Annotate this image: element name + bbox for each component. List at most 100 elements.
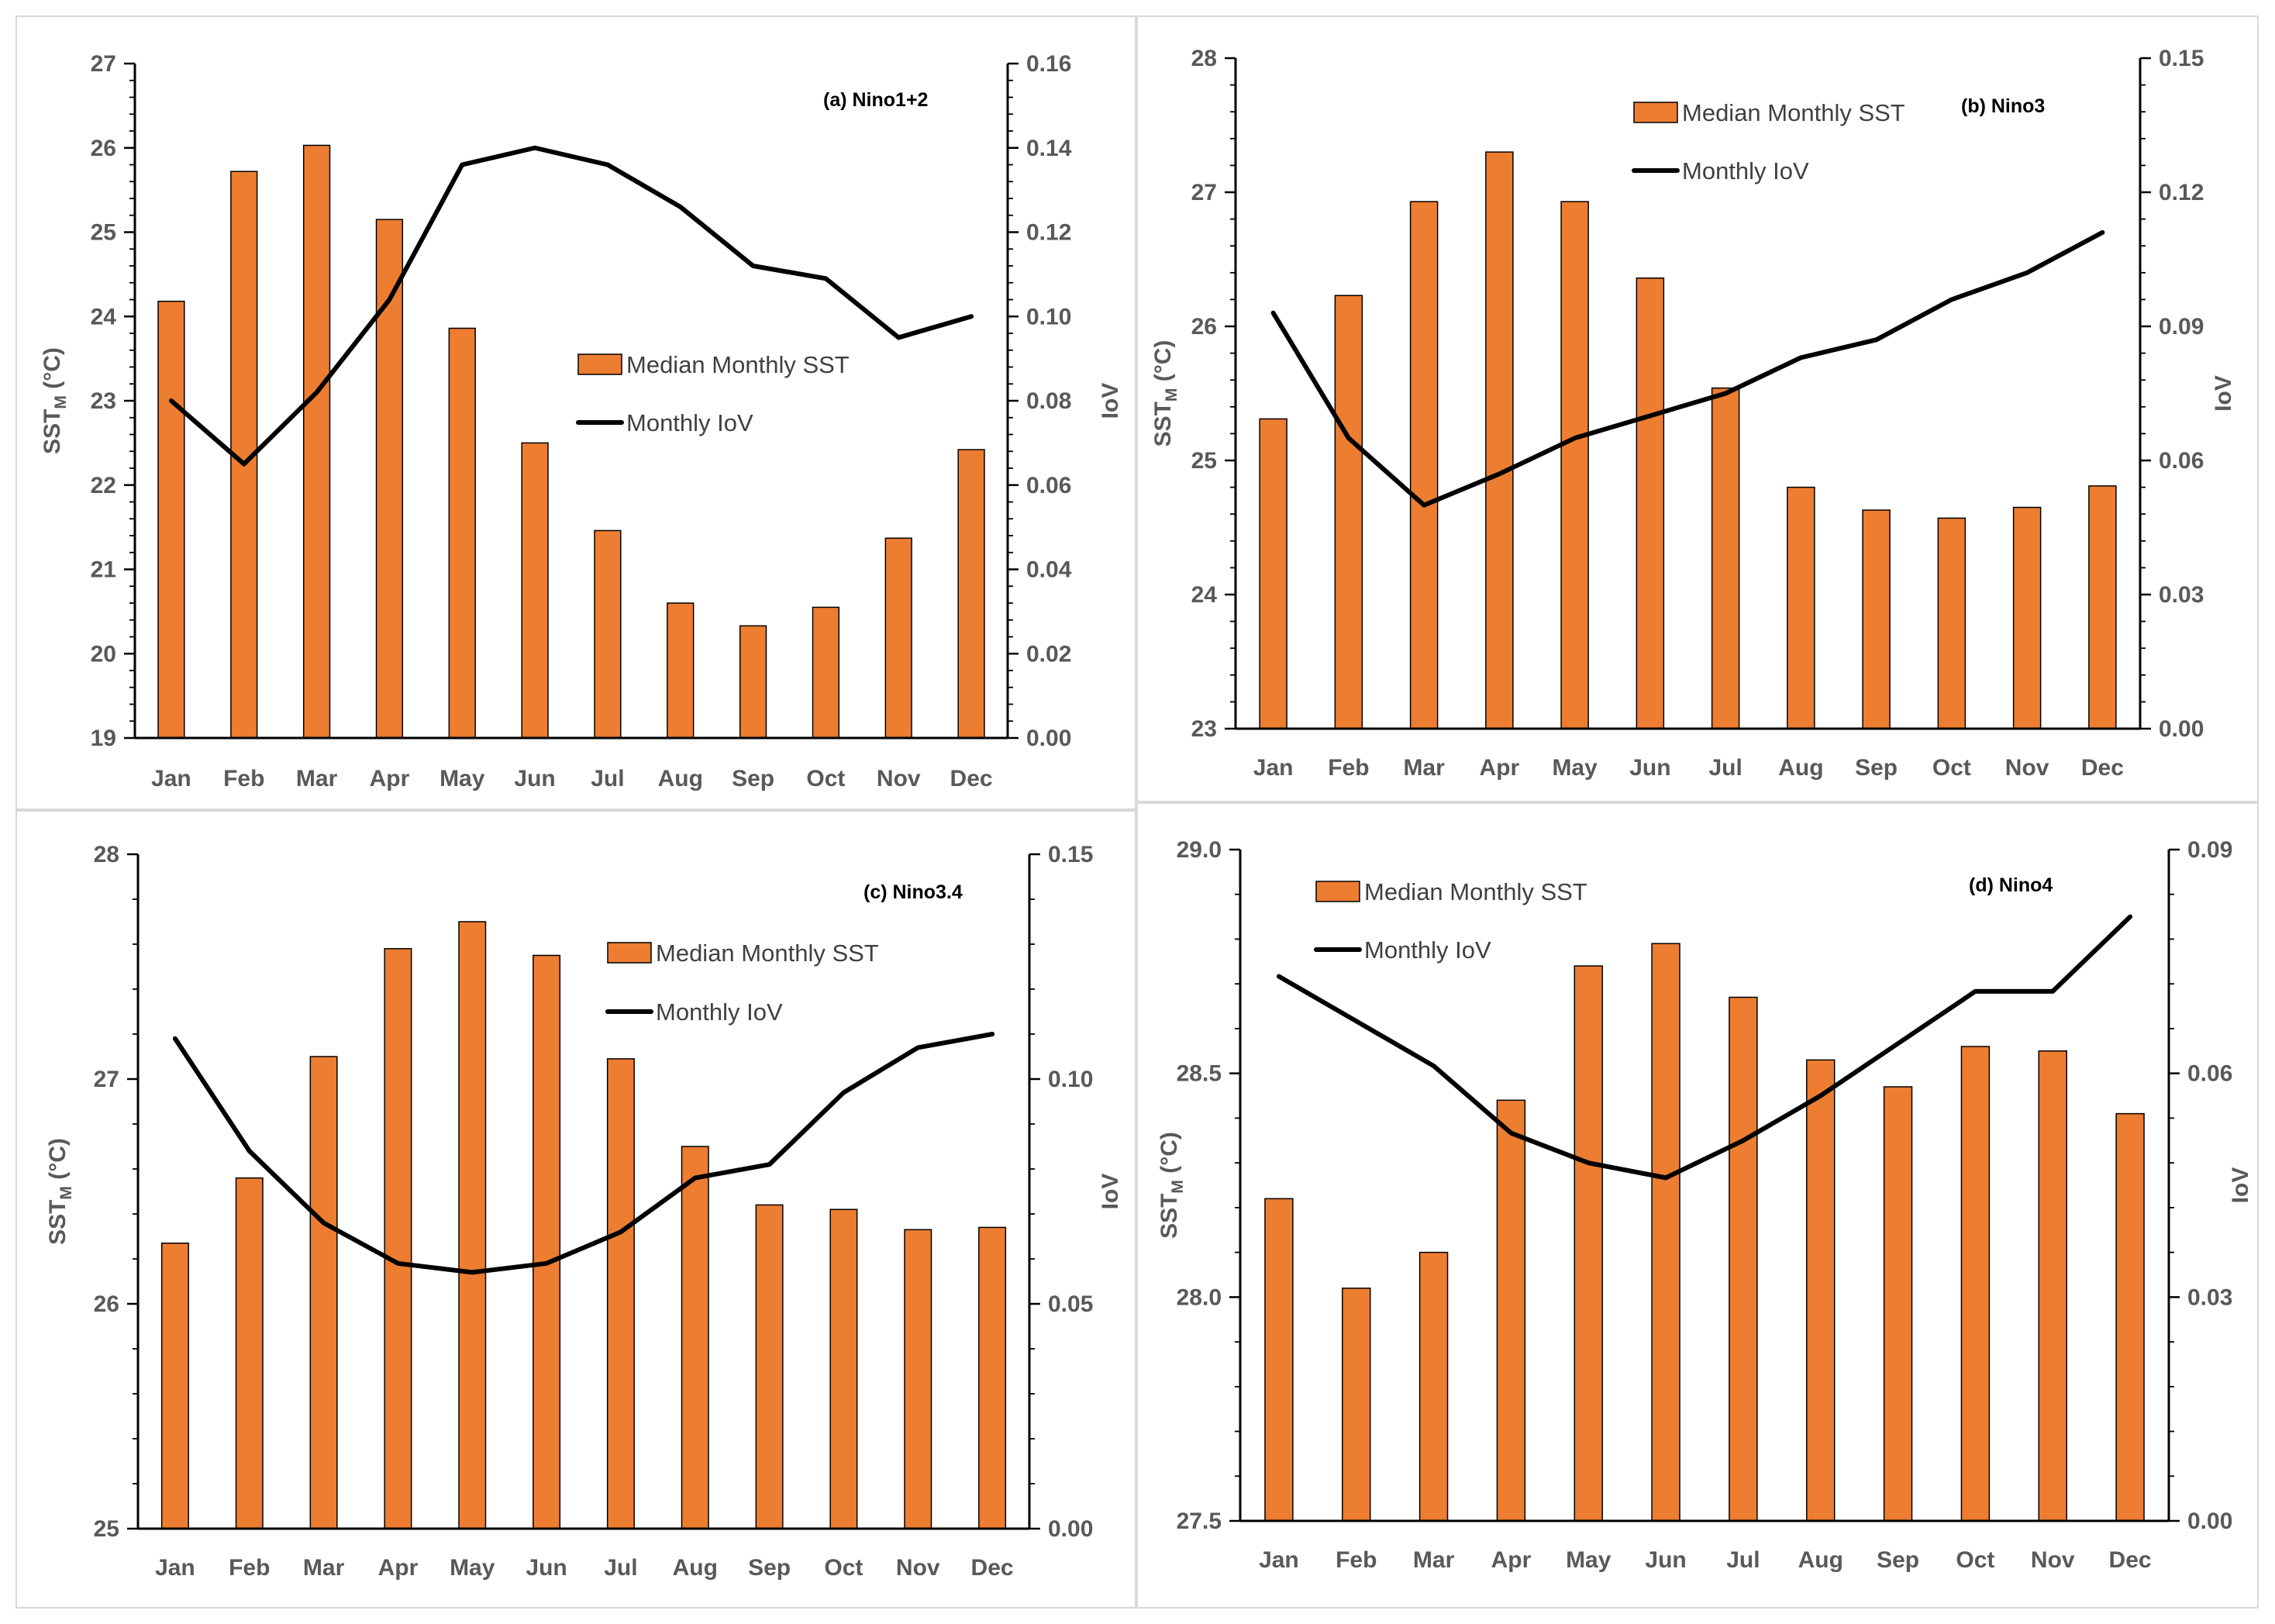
- y2-axis-title: IoV: [1098, 383, 1123, 419]
- x-tick-label: Nov: [896, 1555, 940, 1581]
- iov-points: [174, 1033, 993, 1273]
- bar: [667, 602, 695, 739]
- x-tick-label: Oct: [824, 1555, 863, 1581]
- x-tick-label: Dec: [2109, 1547, 2152, 1573]
- iov-line: [1270, 229, 2105, 508]
- x-tick-label: Feb: [223, 766, 264, 791]
- bar-series: [160, 921, 1007, 1529]
- x-tick-label: Feb: [1328, 755, 1369, 781]
- legend-bar-swatch: [1633, 102, 1678, 123]
- y-tick-label: 23: [91, 388, 116, 414]
- y2-tick-label: 0.12: [2159, 180, 2204, 205]
- iov-line: [172, 1032, 995, 1275]
- x-tick-label: Nov: [2031, 1547, 2075, 1573]
- legend-bar-label: Median Monthly SST: [626, 351, 850, 378]
- y-tick-label: 26: [94, 1291, 119, 1317]
- y-axis-title-unit: (°C): [1156, 1132, 1182, 1180]
- x-tick-label: Nov: [2005, 755, 2049, 781]
- y2-tick-label: 0.02: [1026, 641, 1071, 667]
- iov-line: [1276, 914, 2133, 1181]
- y-axis-title-sub: M: [1169, 1180, 1187, 1194]
- y-tick-label: 24: [1191, 582, 1218, 608]
- y2-tick-label: 0.00: [1048, 1516, 1093, 1542]
- y-tick-label: 23: [1191, 716, 1217, 742]
- y-tick-label: 28: [1191, 46, 1217, 71]
- y2-tick-label: 0.00: [2187, 1508, 2232, 1534]
- bar: [812, 606, 840, 739]
- x-tick-label: Mar: [296, 766, 338, 791]
- legend-bar-swatch: [1315, 881, 1360, 902]
- y2-tick-label: 0.00: [2159, 716, 2204, 742]
- bar: [1651, 943, 1680, 1522]
- bar: [594, 529, 622, 739]
- bar: [2115, 1112, 2145, 1522]
- x-tick-label: Sep: [1855, 755, 1898, 781]
- y-axis-title: SSTM (°C): [40, 347, 70, 454]
- iov-points: [171, 147, 972, 464]
- legend-bar-label: Median Monthly SST: [1682, 99, 1905, 126]
- legend-bar-swatch: [607, 942, 652, 964]
- x-tick-label: Sep: [732, 766, 774, 791]
- y-tick-label: 22: [91, 473, 116, 498]
- x-tick-label: Apr: [378, 1555, 419, 1581]
- y2-tick-label: 0.04: [1026, 557, 1072, 583]
- bar: [1862, 509, 1891, 729]
- x-tick-label: May: [439, 766, 485, 791]
- x-tick-label: Dec: [2081, 755, 2124, 781]
- y-tick-label: 27: [94, 1067, 119, 1092]
- panel-title: (d) Nino4: [1969, 874, 2053, 896]
- y2-axis-title: IoV: [1098, 1174, 1123, 1210]
- x-tick-label: Apr: [370, 766, 410, 791]
- bar: [1806, 1059, 1836, 1522]
- y-axis-title-main: SST: [45, 1200, 71, 1245]
- bar: [904, 1229, 932, 1529]
- x-tick-label: Oct: [1956, 1547, 1994, 1573]
- x-tick-label: Feb: [229, 1555, 270, 1581]
- bar: [1259, 418, 1287, 729]
- bar: [2088, 485, 2117, 729]
- y2-tick-label: 0.16: [1026, 51, 1071, 77]
- y-axis-title-unit: (°C): [40, 347, 65, 395]
- y-axis-title-unit: (°C): [1150, 340, 1176, 388]
- y-axis-title-sub: M: [52, 395, 70, 409]
- y2-tick-label: 0.14: [1026, 136, 1072, 161]
- y2-axis-title: IoV: [2228, 1167, 2253, 1204]
- bar: [1342, 1288, 1371, 1522]
- y-axis-title: SSTM (°C): [45, 1138, 75, 1245]
- panel-title: (b) Nino3: [1961, 95, 2045, 117]
- bar: [957, 449, 985, 739]
- x-tick-label: Nov: [877, 766, 921, 791]
- y2-tick-label: 0.05: [1048, 1291, 1093, 1317]
- chart-c-svg: 25 26 27 28 0.00 0.05 0.10 0.15 Jan Feb Mar Apr May J…: [45, 842, 1123, 1581]
- chart-panel-a: 19 20 21 22 23 24 25 26 27 0.00 0.02 0.04 0.06 0.08 0.…: [16, 16, 1136, 810]
- x-tick-label: May: [1552, 755, 1598, 781]
- bar: [1960, 1046, 1991, 1522]
- y2-tick-label: 0.00: [1026, 726, 1071, 751]
- y2-tick-label: 0.08: [1026, 388, 1071, 414]
- y2-tick-label: 0.09: [2187, 837, 2232, 863]
- x-tick-label: Sep: [748, 1555, 791, 1581]
- x-tick-label: Dec: [950, 766, 993, 791]
- y-tick-label: 27: [1191, 180, 1217, 205]
- x-tick-label: Aug: [1778, 755, 1823, 781]
- y2-tick-label: 0.12: [1026, 220, 1071, 246]
- bar: [978, 1226, 1007, 1529]
- panel-title: (a) Nino1+2: [823, 89, 928, 111]
- y-axis-title-sub: M: [1163, 388, 1181, 402]
- bar: [1883, 1086, 1913, 1522]
- y-tick-label: 27: [91, 51, 116, 77]
- bar: [2038, 1050, 2067, 1522]
- x-tick-label: Sep: [1877, 1547, 1919, 1573]
- legend-line-label: Monthly IoV: [1364, 936, 1491, 964]
- legend-bar-label: Median Monthly SST: [1364, 878, 1587, 905]
- y2-tick-label: 0.06: [1026, 473, 1071, 498]
- bar: [1636, 277, 1665, 729]
- bar: [884, 537, 912, 739]
- x-tick-label: Aug: [673, 1555, 718, 1581]
- y-tick-label: 29.0: [1177, 837, 1222, 863]
- y-axis-title: SSTM (°C): [1156, 1132, 1187, 1239]
- iov-points: [1278, 916, 2131, 1178]
- bar-series: [1259, 151, 2117, 729]
- x-tick-label: Jul: [1726, 1547, 1760, 1573]
- x-tick-label: Jul: [591, 766, 624, 791]
